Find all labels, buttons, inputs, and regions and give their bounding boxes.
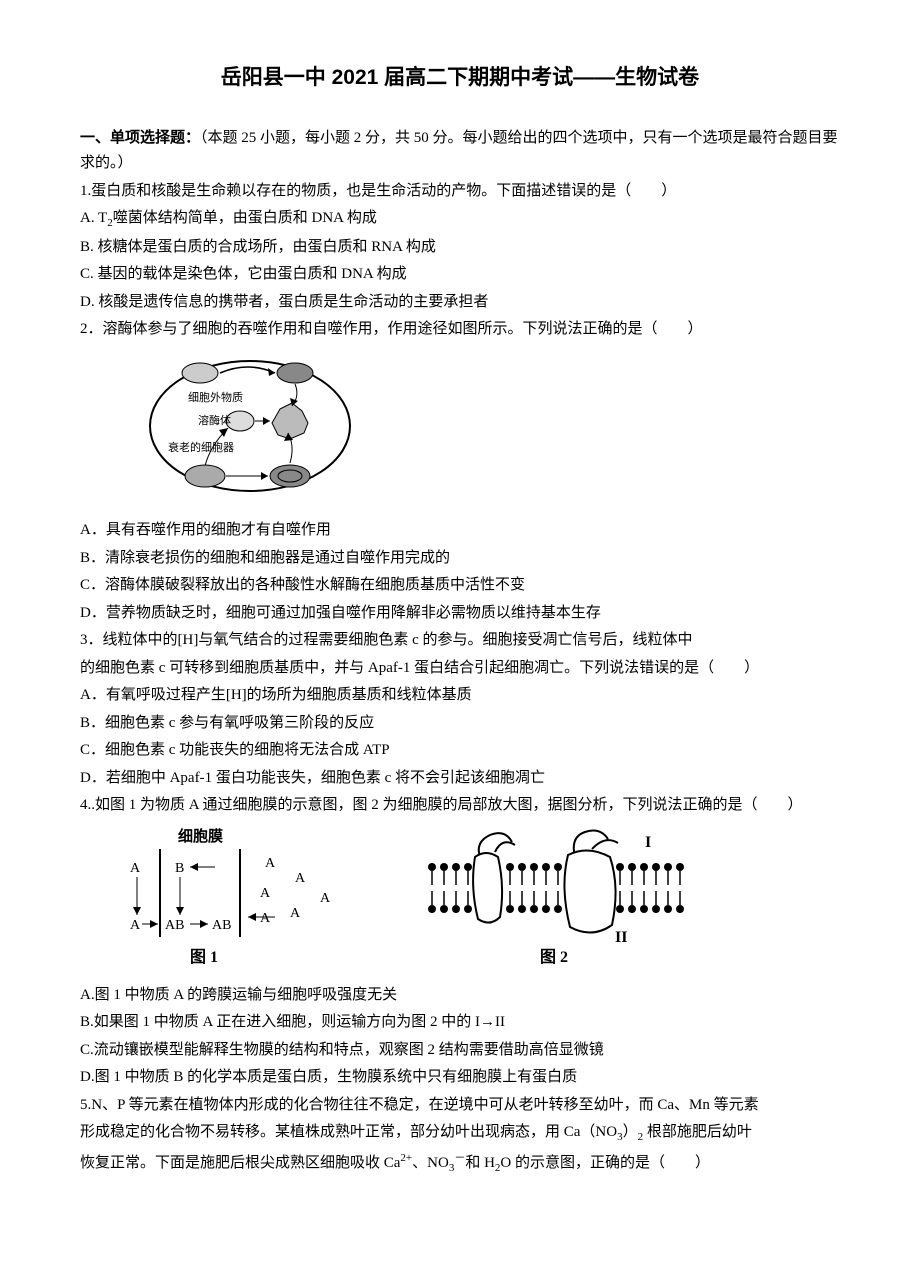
svg-text:细胞膜: 细胞膜 (178, 827, 223, 845)
q5-l2-b: ） (623, 1124, 638, 1140)
svg-text:A: A (290, 906, 301, 921)
q5-l3-a: 恢复正常。下面是施肥后根尖成熟区细胞吸收 Ca (80, 1155, 400, 1171)
q1-stem: 1.蛋白质和核酸是生命赖以存在的物质，也是生命活动的产物。下面描述错误的是（ ） (80, 179, 840, 205)
q5-line1: 5.N、P 等元素在植物体内形成的化合物往往不稳定，在逆境中可从老叶转移至幼叶，… (80, 1093, 840, 1119)
q2-option-b: B．清除衰老损伤的细胞和细胞器是通过自噬作用完成的 (80, 546, 840, 572)
q3-option-b: B．细胞色素 c 参与有氧呼吸第三阶段的反应 (80, 711, 840, 737)
svg-text:图 1: 图 1 (190, 948, 218, 966)
q2-label-1: 细胞外物质 (188, 390, 243, 404)
svg-text:A: A (260, 911, 271, 926)
svg-text:A: A (130, 918, 141, 933)
svg-text:B: B (175, 861, 184, 876)
svg-text:A: A (320, 891, 331, 906)
q5-line2: 形成稳定的化合物不易转移。某植株成熟叶正常，部分幼叶出现病态，用 Ca（NO3）… (80, 1120, 840, 1147)
q4-option-d: D.图 1 中物质 B 的化学本质是蛋白质，生物膜系统中只有细胞膜上有蛋白质 (80, 1065, 840, 1091)
q5-l3-sup2: － (454, 1152, 465, 1164)
svg-text:AB: AB (212, 918, 231, 933)
svg-text:A: A (130, 861, 141, 876)
q5-l3-c: 和 H (465, 1155, 495, 1171)
q4-figure-2-icon: I II 图 2 (420, 827, 700, 977)
q4-figures: 细胞膜 A B A AB AB A A A A A A 图 1 (120, 827, 840, 977)
q5-line3: 恢复正常。下面是施肥后根尖成熟区细胞吸收 Ca2+、NO3－和 H2O 的示意图… (80, 1149, 840, 1178)
q3-stem-line1: 3．线粒体中的[H]与氧气结合的过程需要细胞色素 c 的参与。细胞接受凋亡信号后… (80, 628, 840, 654)
q3-option-c: C．细胞色素 c 功能丧失的细胞将无法合成 ATP (80, 738, 840, 764)
q4-option-b: B.如果图 1 中物质 A 正在进入细胞，则运输方向为图 2 中的 I→II (80, 1010, 840, 1036)
q4-figure-1-icon: 细胞膜 A B A AB AB A A A A A A 图 1 (120, 827, 360, 977)
q5-l3-sup1: 2+ (400, 1152, 412, 1164)
svg-text:A: A (265, 856, 276, 871)
q1-option-d: D. 核酸是遗传信息的携带者，蛋白质是生命活动的主要承担者 (80, 290, 840, 316)
svg-text:A: A (260, 886, 271, 901)
section-1-heading: 一、单项选择题： (80, 130, 200, 146)
q5-l2-a: 形成稳定的化合物不易转移。某植株成熟叶正常，部分幼叶出现病态，用 Ca（NO (80, 1124, 617, 1140)
svg-text:A: A (295, 871, 306, 886)
q4-option-a: A.图 1 中物质 A 的跨膜运输与细胞呼吸强度无关 (80, 983, 840, 1009)
q5-l3-b: 、NO (412, 1155, 449, 1171)
q1-option-a: A. T2噬菌体结构简单，由蛋白质和 DNA 构成 (80, 206, 840, 233)
exam-title: 岳阳县一中 2021 届高二下期期中考试——生物试卷 (80, 60, 840, 96)
svg-text:图 2: 图 2 (540, 948, 568, 966)
q5-l2-c: 根部施肥后幼叶 (643, 1124, 752, 1140)
q3-option-d: D．若细胞中 Apaf-1 蛋白功能丧失，细胞色素 c 将不会引起该细胞凋亡 (80, 766, 840, 792)
q3-option-a: A．有氧呼吸过程产生[H]的场所为细胞质基质和线粒体基质 (80, 683, 840, 709)
q2-stem: 2．溶酶体参与了细胞的吞噬作用和自噬作用，作用途径如图所示。下列说法正确的是（ … (80, 317, 840, 343)
q2-option-d: D．营养物质缺乏时，细胞可通过加强自噬作用降解非必需物质以维持基本生存 (80, 601, 840, 627)
q1-a-pre: A. T (80, 210, 107, 226)
q2-option-c: C．溶酶体膜破裂释放出的各种酸性水解酶在细胞质基质中活性不变 (80, 573, 840, 599)
q2-figure: 细胞外物质 溶酶体 衰老的细胞器 (140, 351, 840, 511)
q2-diagram-icon: 细胞外物质 溶酶体 衰老的细胞器 (140, 351, 360, 501)
q2-label-3: 衰老的细胞器 (168, 440, 234, 454)
q3-stem-line2: 的细胞色素 c 可转移到细胞质基质中，并与 Apaf-1 蛋白结合引起细胞凋亡。… (80, 656, 840, 682)
q2-option-a: A．具有吞噬作用的细胞才有自噬作用 (80, 518, 840, 544)
svg-text:II: II (615, 929, 627, 946)
q1-option-c: C. 基因的载体是染色体，它由蛋白质和 DNA 构成 (80, 262, 840, 288)
q1-a-post: 噬菌体结构简单，由蛋白质和 DNA 构成 (113, 210, 377, 226)
q2-label-2: 溶酶体 (198, 413, 231, 427)
svg-text:AB: AB (165, 918, 184, 933)
q4-option-c: C.流动镶嵌模型能解释生物膜的结构和特点，观察图 2 结构需要借助高倍显微镜 (80, 1038, 840, 1064)
q4-stem: 4..如图 1 为物质 A 通过细胞膜的示意图，图 2 为细胞膜的局部放大图，据… (80, 793, 840, 819)
svg-text:I: I (645, 834, 651, 851)
q1-option-b: B. 核糖体是蛋白质的合成场所，由蛋白质和 RNA 构成 (80, 235, 840, 261)
q5-l3-d: O 的示意图，正确的是（ ） (500, 1155, 710, 1171)
section-1-heading-line: 一、单项选择题：（本题 25 小题，每小题 2 分，共 50 分。每小题给出的四… (80, 126, 840, 177)
